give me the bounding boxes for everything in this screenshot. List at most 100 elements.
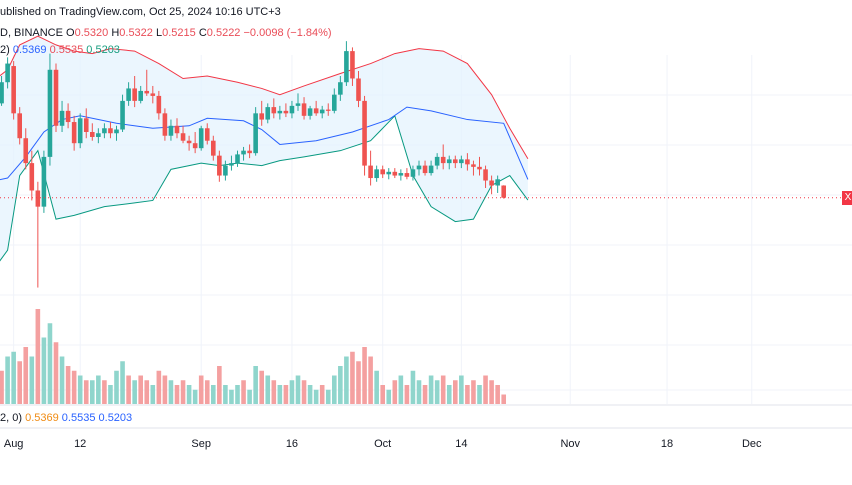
candle-body [120,100,125,130]
candle-body [307,108,313,116]
candle-body [102,128,107,134]
candle-body [410,169,416,177]
volume-bar [174,385,180,404]
volume-bar [459,375,464,404]
volume-bar [446,385,452,404]
candle-body [253,113,258,154]
volume-bar [108,385,113,404]
volume-bar [356,361,361,404]
candle-body [65,110,71,123]
volume-bar [156,370,162,404]
volume-bar [102,380,107,404]
candle-body [174,125,180,134]
candle-body [350,51,355,79]
x-tick-label: 12 [74,438,87,450]
candle-body [150,93,156,96]
volume-bar [192,389,198,404]
volume-bar [422,385,428,404]
volume-bar [223,385,228,404]
bollinger-upper-line [0,35,529,160]
x-tick-label: 18 [660,438,674,450]
volume-bar [253,366,258,404]
candle-body [186,140,192,144]
volume-bar [29,356,35,404]
bollinger-legend: 2) 0.5369 0.5535 0.5203 [0,43,120,57]
candle-body [289,105,295,114]
volume-bar [374,370,379,404]
volume-bar [241,380,246,404]
candle-body [428,165,434,174]
volume-bar [59,356,65,404]
volume-bar [332,375,337,404]
candle-body [265,107,271,120]
volume-bar [96,375,101,404]
low-label: L [155,27,163,39]
volume-bar [313,389,319,404]
volume-bar [247,389,252,404]
volume-bar [434,380,440,404]
volume-bar [453,380,458,404]
candle-body [126,88,131,101]
candle-body [440,156,446,164]
bb-prefix: 2) [0,44,10,56]
volume-bar [83,380,89,404]
candle-body [223,165,228,176]
close-label: C [198,27,207,39]
candle-body [422,165,428,174]
candle-body [198,128,204,149]
candle-body [53,69,59,126]
x-tick-label: Aug [3,438,24,450]
volume-bar [350,351,355,404]
last-price-tag: X [842,190,852,205]
volume-bar [47,323,53,404]
candle-body [241,150,246,155]
volume-bar [295,375,301,404]
high-label: H [111,27,120,39]
candle-body [344,51,349,83]
volume-bar [168,380,174,404]
candle-body [392,171,398,176]
volume-bar [77,375,83,404]
volume-bar [217,366,222,404]
candle-body [501,185,506,198]
volume-bar [235,385,240,404]
candle-body [471,164,476,167]
volume-bar [404,385,410,404]
volume-bar [265,375,271,404]
volume-bar [211,385,216,404]
bottom-value-2: 0.5535 [61,412,96,424]
candle-body [211,140,216,156]
candle-body [295,103,301,106]
volume-bar [483,375,488,404]
open-value: 0.5320 [74,27,109,39]
candle-body [434,156,440,166]
volume-bar [17,361,22,404]
volume-bar [23,347,29,404]
volume-bar [398,375,404,404]
indicator-legend-bottom: 2, 0) 0.5369 0.5535 0.5203 [0,411,132,425]
candle-body [404,173,410,177]
candle-body [453,159,458,164]
candle-body [325,109,331,111]
volume-bar [120,361,125,404]
bb-upper-value: 0.5535 [49,44,84,56]
volume-bar [380,385,385,404]
candle-body [477,166,482,170]
candle-body [180,133,186,141]
candle-body [5,63,10,83]
candle-body [192,143,198,149]
close-value: 0.5222 [206,27,241,39]
volume-bar [319,385,325,404]
symbol-exchange: D, BINANCE [0,27,63,39]
volume-bar [186,385,192,404]
candle-body [47,69,53,157]
volume-bar [477,385,482,404]
volume-bar [259,370,264,404]
volume-bar [132,380,137,404]
candle-body [217,155,222,176]
volume-bar [410,370,416,404]
volume-bar [11,351,16,404]
candle-body [204,128,210,141]
volume-bar [471,380,476,404]
candle-body [259,113,264,120]
